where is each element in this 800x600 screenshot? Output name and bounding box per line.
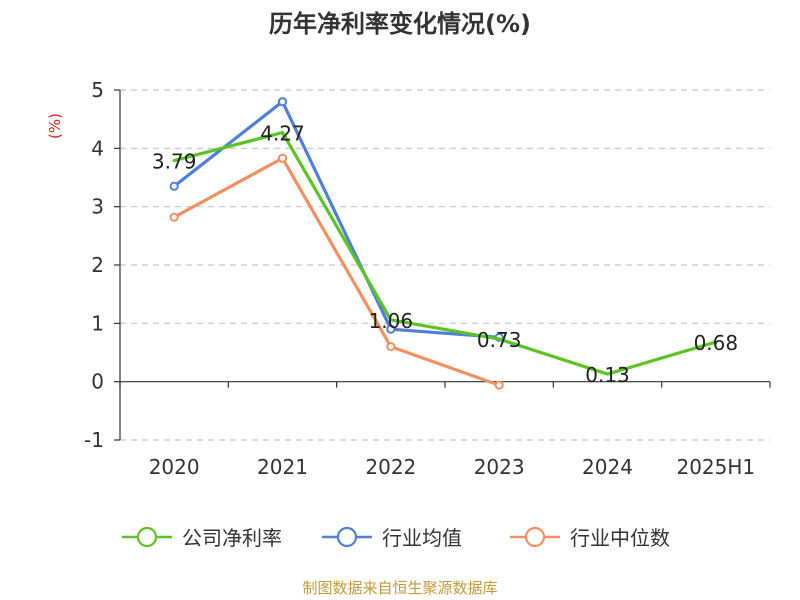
chart-title: 历年净利率变化情况(%) xyxy=(269,10,531,38)
series-point-2 xyxy=(277,153,288,163)
legend-label: 行业中位数 xyxy=(570,526,670,550)
y-tick-label: 0 xyxy=(91,370,104,394)
legend-label: 公司净利率 xyxy=(182,526,282,550)
series-line-0 xyxy=(172,130,718,376)
x-tick-label: 2024 xyxy=(582,455,633,479)
series-point-2 xyxy=(169,212,179,222)
data-source-note: 制图数据来自恒生聚源数据库 xyxy=(302,579,498,597)
x-tick-label: 2025H1 xyxy=(676,455,755,479)
series-line-1 xyxy=(172,100,501,339)
y-tick-label: 5 xyxy=(91,78,104,102)
x-tick-label: 2023 xyxy=(474,455,525,479)
legend-label: 行业均值 xyxy=(382,526,462,550)
series-point-1 xyxy=(277,97,288,107)
data-label: 0.13 xyxy=(585,363,630,387)
y-tick-label: 2 xyxy=(91,253,104,277)
data-label: 0.73 xyxy=(477,328,522,352)
legend-swatch-marker xyxy=(136,526,158,548)
y-tick-label: 3 xyxy=(91,195,104,219)
series-point-1 xyxy=(386,324,396,334)
series-point-2 xyxy=(494,380,504,390)
series-point-1 xyxy=(169,181,179,191)
data-label: 4.27 xyxy=(260,122,305,146)
legend-swatch-marker xyxy=(336,526,358,548)
y-tick-label: 1 xyxy=(91,311,104,335)
series-line-2 xyxy=(172,156,501,387)
x-tick-label: 2022 xyxy=(365,455,416,479)
y-tick-label: 4 xyxy=(91,136,104,160)
y-axis-unit-label: (%) xyxy=(46,113,64,139)
y-tick-label: -1 xyxy=(84,428,104,452)
data-label: 0.68 xyxy=(694,331,739,355)
x-tick-label: 2021 xyxy=(257,455,308,479)
x-tick-label: 2020 xyxy=(149,455,200,479)
legend-swatch-marker xyxy=(524,526,546,548)
data-label: 3.79 xyxy=(152,150,197,174)
series-point-2 xyxy=(386,342,396,352)
data-label: 1.06 xyxy=(369,309,414,333)
